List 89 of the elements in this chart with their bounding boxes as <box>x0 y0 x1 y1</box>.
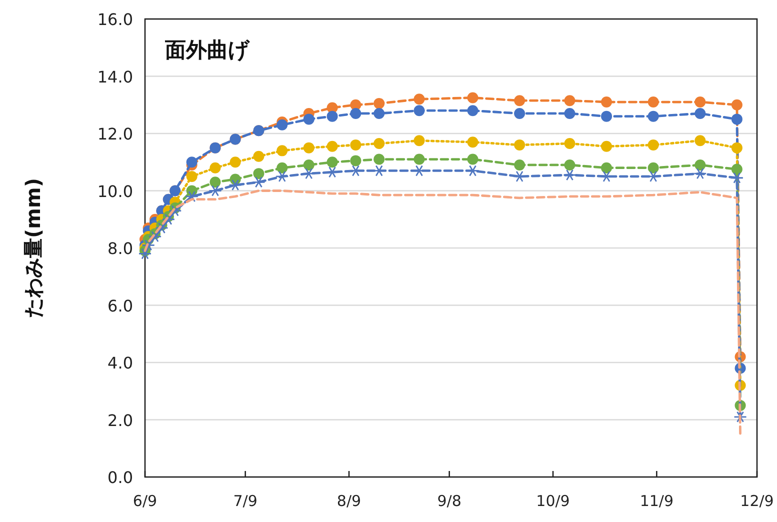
point <box>467 154 478 165</box>
point <box>374 138 385 150</box>
point <box>303 114 314 125</box>
point <box>648 96 659 108</box>
point <box>414 94 425 105</box>
point <box>694 108 706 119</box>
point <box>694 159 706 170</box>
point <box>326 156 338 168</box>
point <box>414 154 425 165</box>
point <box>601 162 612 174</box>
point <box>514 108 526 119</box>
point <box>564 159 576 170</box>
point <box>648 139 659 150</box>
x-tick-label: 6/9 <box>132 492 158 510</box>
point <box>374 98 385 109</box>
point <box>276 119 288 130</box>
x-tick-label: 11/9 <box>640 492 674 510</box>
point <box>230 156 241 168</box>
point <box>374 108 385 119</box>
point <box>731 114 742 125</box>
point <box>208 185 222 196</box>
point <box>514 95 526 106</box>
point <box>228 179 242 191</box>
point <box>730 172 744 184</box>
point <box>302 168 316 180</box>
point <box>186 170 198 182</box>
point <box>414 105 425 116</box>
point <box>350 108 362 119</box>
x-tick-label: 9/8 <box>437 492 462 510</box>
y-axis-title: たわみ量(mm) <box>21 178 45 318</box>
point <box>148 230 162 242</box>
text: 面外曲げ <box>164 38 250 62</box>
point <box>155 222 168 234</box>
point <box>693 168 707 180</box>
point <box>601 140 612 152</box>
point <box>731 142 742 154</box>
x-tick-label: 12/9 <box>740 492 774 510</box>
point <box>350 139 362 150</box>
point <box>734 411 747 423</box>
point <box>276 162 288 174</box>
point <box>467 92 478 104</box>
point <box>162 214 176 226</box>
y-tick-label: 6.0 <box>108 296 133 316</box>
point <box>601 110 612 122</box>
point <box>694 135 706 146</box>
point <box>514 159 526 170</box>
point <box>252 176 266 188</box>
point <box>350 155 362 166</box>
point <box>326 140 338 152</box>
point <box>467 136 478 148</box>
x-tick-label: 8/9 <box>336 492 362 510</box>
point <box>253 168 264 180</box>
point <box>210 176 221 188</box>
point <box>276 145 288 156</box>
y-tick-label: 16.0 <box>97 10 133 29</box>
y-tick-label: 0.0 <box>108 468 133 487</box>
point <box>648 110 659 122</box>
x-tick-label: 7/9 <box>233 492 258 510</box>
point <box>601 96 612 108</box>
point <box>514 139 526 150</box>
y-tick-label: 10.0 <box>97 182 133 201</box>
y-tick-label: 14.0 <box>97 67 133 86</box>
point <box>142 239 156 251</box>
point <box>414 135 425 146</box>
point <box>731 99 742 110</box>
y-tick-label: 4.0 <box>108 354 133 372</box>
point <box>694 96 706 108</box>
point <box>210 162 221 174</box>
point <box>303 159 314 170</box>
y-tick-label: 2.0 <box>108 410 133 430</box>
point <box>564 108 576 119</box>
point <box>467 105 478 116</box>
point <box>185 190 199 202</box>
point <box>138 248 152 260</box>
point <box>275 170 289 182</box>
y-tick-label: 12.0 <box>97 124 133 144</box>
x-tick-label: 10/9 <box>536 492 570 510</box>
point <box>374 154 385 165</box>
point <box>564 95 576 106</box>
point <box>563 169 576 181</box>
y-tick-label: 8.0 <box>108 239 133 258</box>
point <box>253 150 264 162</box>
point <box>186 156 198 168</box>
point <box>303 142 314 154</box>
point <box>564 138 576 150</box>
point <box>731 164 742 175</box>
point <box>326 110 338 122</box>
point <box>168 205 182 216</box>
point <box>648 162 659 174</box>
